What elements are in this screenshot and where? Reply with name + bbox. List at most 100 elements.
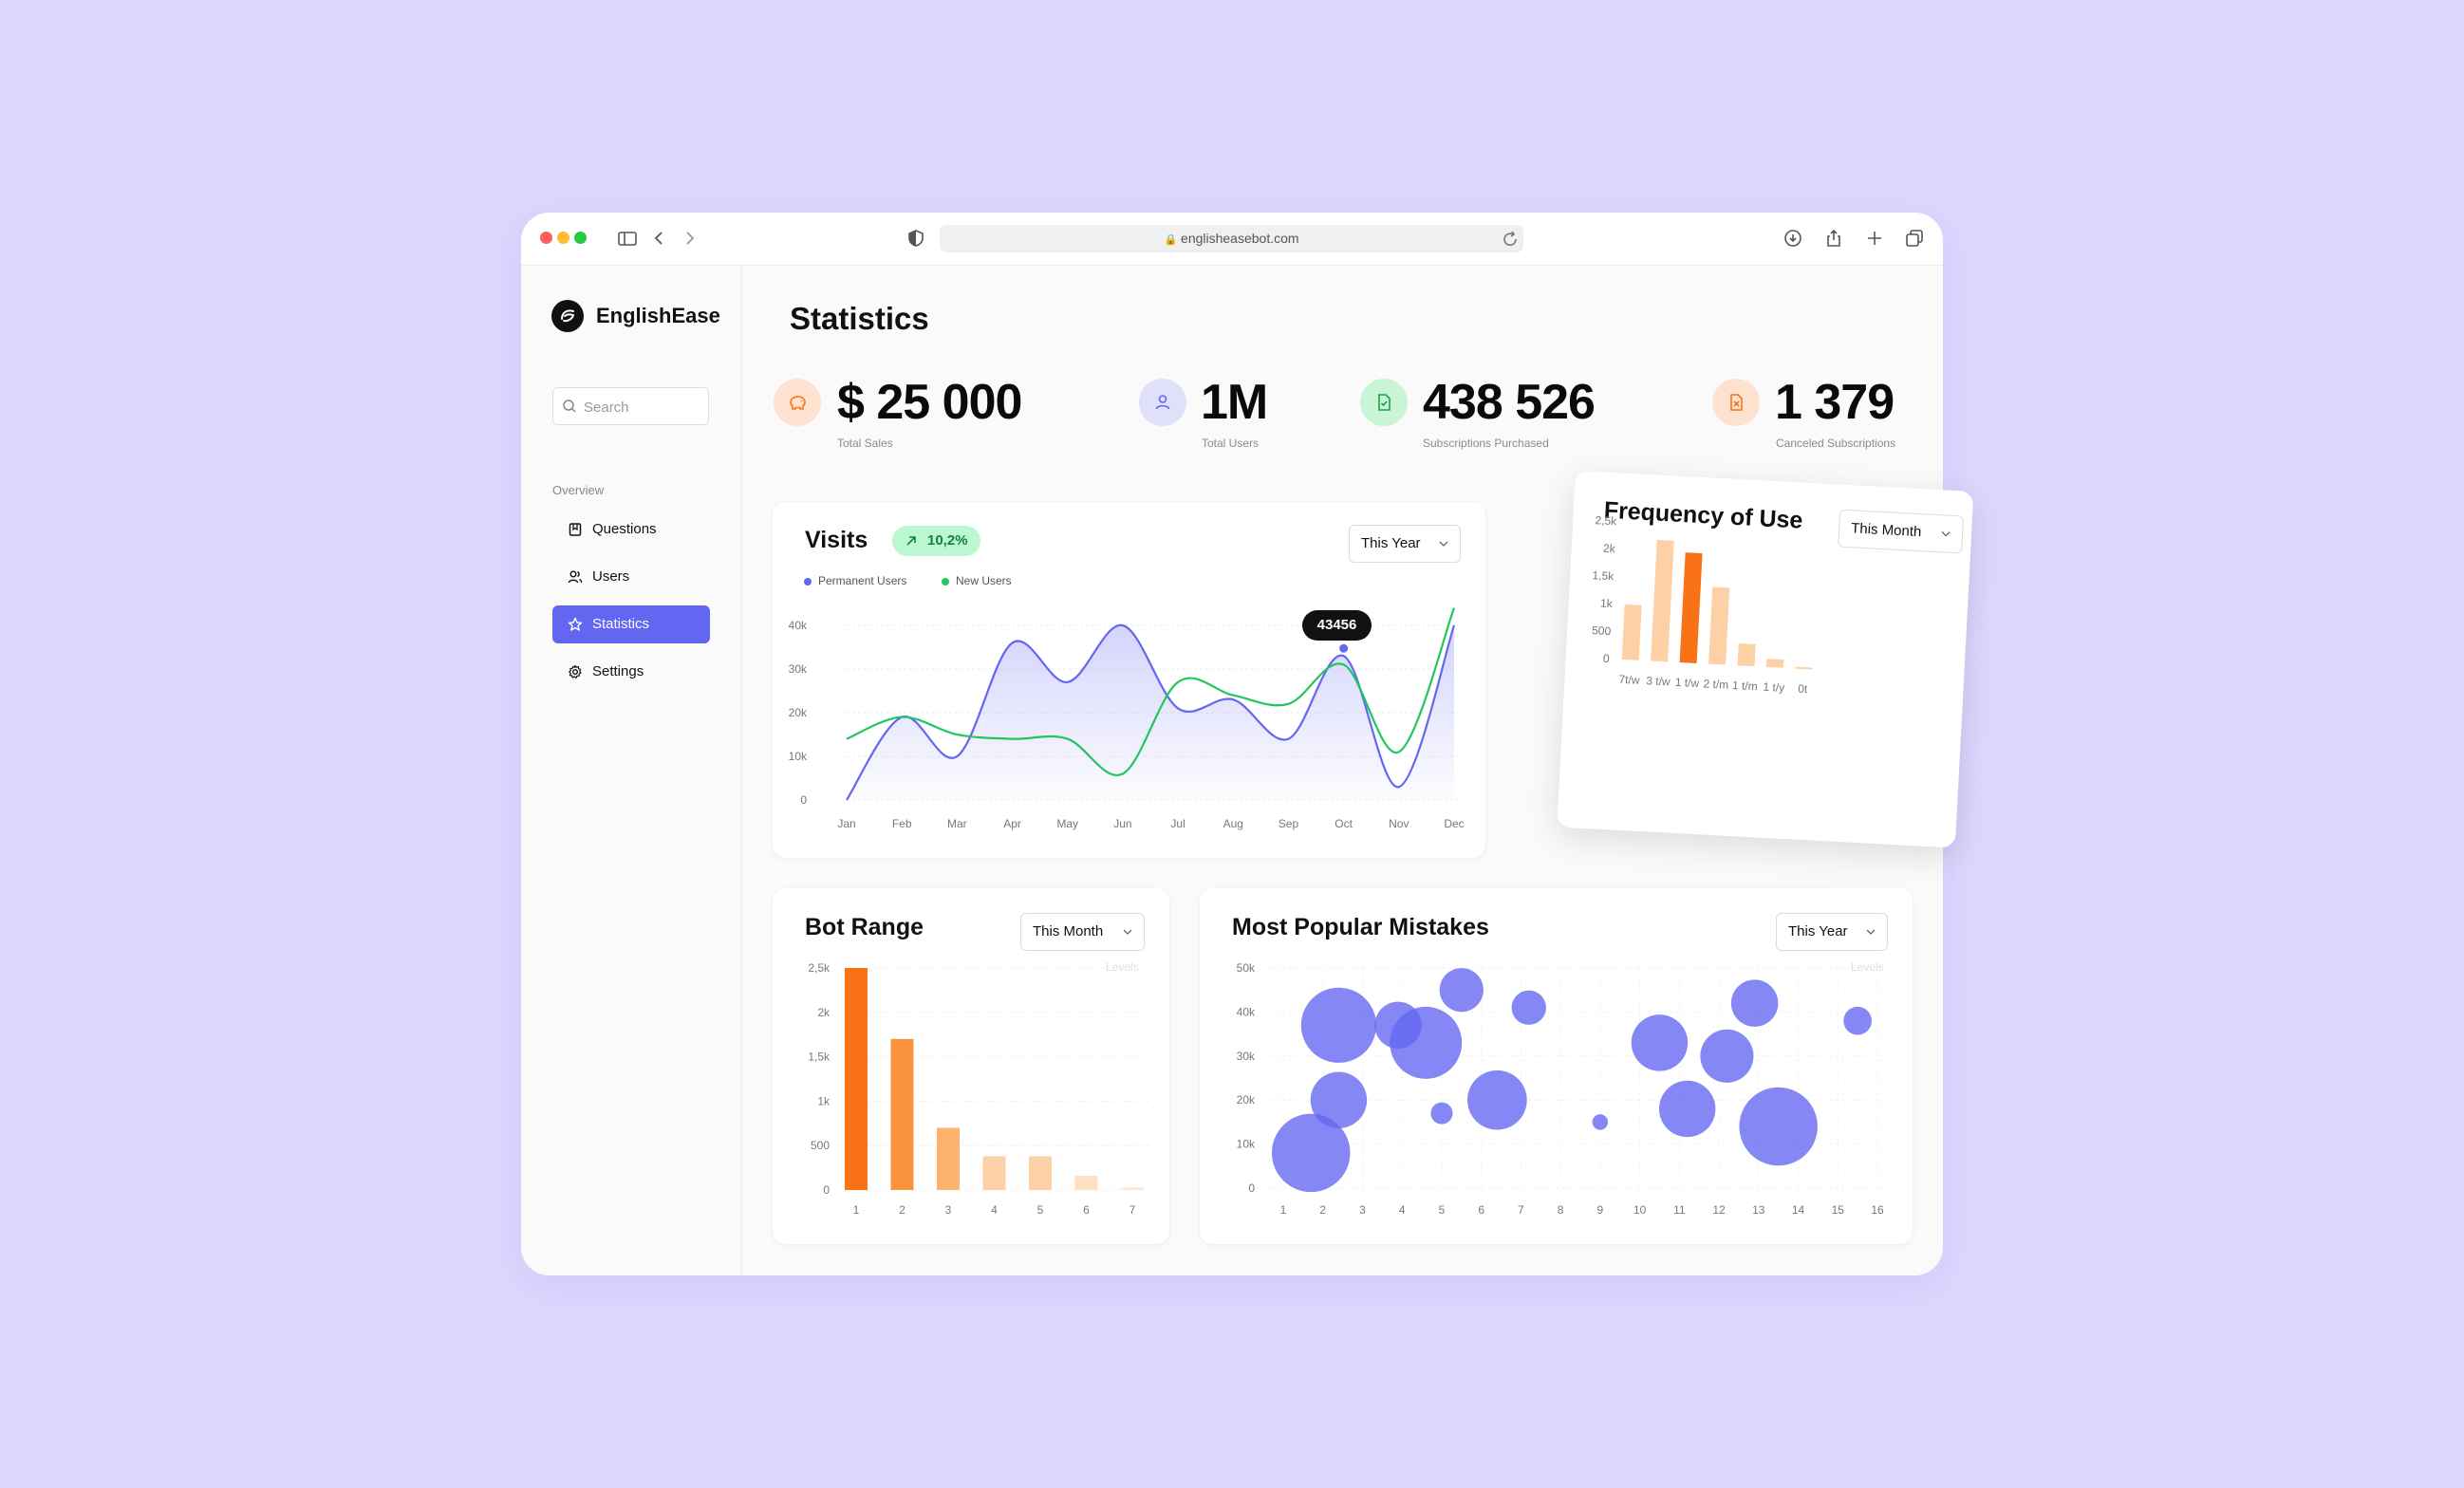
sidebar-item-label: Statistics — [592, 616, 650, 632]
sidebar-toggle-icon[interactable] — [616, 227, 639, 250]
legend-new-users: New Users — [942, 574, 1012, 587]
x-tick-label: 4 — [991, 1203, 998, 1217]
x-tick-label: 2 — [899, 1203, 905, 1217]
y-tick-label: 50k — [1237, 961, 1256, 975]
y-tick-label: 2,5k — [1595, 513, 1617, 528]
bar — [1795, 666, 1813, 670]
download-icon[interactable] — [1782, 227, 1804, 250]
x-tick-label: 12 — [1712, 1203, 1726, 1217]
growth-badge: 10,2% — [892, 526, 980, 556]
card-title: Visits — [805, 527, 868, 553]
chevron-down-icon — [1123, 929, 1132, 935]
kpi-label: Canceled Subscriptions — [1776, 437, 1896, 450]
kpi-value: 1M — [1201, 375, 1268, 430]
bubble — [1730, 979, 1779, 1027]
kpi-value: 438 526 — [1423, 375, 1596, 430]
bubble — [1658, 1080, 1716, 1138]
period-dropdown[interactable]: This Year — [1776, 913, 1888, 951]
y-tick-label: 1,5k — [808, 1051, 831, 1064]
sidebar-item-label: Questions — [592, 521, 657, 537]
card-title: Most Popular Mistakes — [1232, 914, 1489, 940]
legend-swatch — [942, 577, 949, 586]
bubble — [1631, 1014, 1689, 1071]
permanent-users-area — [847, 624, 1454, 800]
x-tick-label: 11 — [1673, 1203, 1686, 1217]
frequency-chart: 0 500 1k 1,5k 2k 2,5k 7t/w 3 t/w 1 t/w 2 t/m 1 t/m… — [1592, 513, 1813, 696]
x-tick-label: Feb — [892, 817, 912, 830]
maximize-window-button[interactable] — [574, 232, 587, 244]
main-content: Statistics $ 25 000 Total Sales 1M Total… — [742, 266, 1943, 1275]
x-tick-label: 10 — [1633, 1203, 1647, 1217]
visits-chart: 0 10k 20k 30k 40k Jan Feb Mar Apr May Jun Jul Aug Sep… — [789, 607, 1465, 830]
x-tick-label: 1 t/y — [1763, 680, 1784, 695]
x-tick-label: 7t/w — [1618, 673, 1640, 687]
x-tick-label: 15 — [1832, 1203, 1845, 1217]
bubble — [1700, 1029, 1754, 1083]
x-tick-label: 5 — [1037, 1203, 1044, 1217]
y-tick-label: 0 — [800, 793, 807, 807]
sidebar-item-statistics[interactable]: Statistics — [552, 605, 710, 643]
address-bar[interactable]: 🔒 englisheasebot.com — [940, 225, 1523, 252]
period-dropdown[interactable]: This Year — [1349, 525, 1461, 563]
x-tick-label: 3 t/w — [1646, 674, 1671, 688]
x-tick-label: 6 — [1478, 1203, 1484, 1217]
share-icon[interactable] — [1822, 227, 1845, 250]
chart-tooltip: 43456 — [1302, 610, 1372, 641]
page-title: Statistics — [790, 301, 929, 336]
user-icon — [1155, 395, 1170, 410]
bar — [1621, 604, 1642, 660]
new-users-line — [846, 607, 1456, 777]
x-tick-label: Jan — [837, 817, 855, 830]
bar — [1765, 659, 1784, 668]
logo-icon — [551, 300, 584, 332]
y-tick-label: 10k — [789, 750, 808, 763]
x-tick-label: May — [1056, 817, 1078, 830]
sidebar-item-settings[interactable]: Settings — [552, 653, 710, 691]
bar — [1651, 539, 1674, 662]
sidebar-item-users[interactable]: Users — [552, 558, 710, 596]
sidebar-item-label: Settings — [592, 663, 644, 679]
x-tick-label: 1 t/m — [1732, 679, 1758, 693]
forward-icon[interactable] — [679, 227, 701, 250]
gear-icon — [569, 664, 582, 679]
y-tick-label: 20k — [789, 706, 808, 719]
bar — [1708, 586, 1730, 665]
sidebar-item-label: Users — [592, 568, 630, 585]
y-tick-label: 40k — [1237, 1005, 1256, 1018]
search-icon — [563, 400, 576, 413]
x-tick-label: 1 — [853, 1203, 860, 1217]
x-tick-label: 5 — [1439, 1203, 1446, 1217]
kpi-value: $ 25 000 — [837, 375, 1022, 430]
chevron-down-icon — [1439, 541, 1448, 547]
reload-icon[interactable] — [1499, 228, 1521, 251]
highlight-point — [1339, 643, 1349, 653]
y-tick-label: 500 — [1592, 623, 1612, 638]
mistakes-card: Most Popular Mistakes This Year Levels 0… — [1200, 888, 1913, 1244]
legend-label: New Users — [956, 574, 1012, 587]
search-box[interactable] — [552, 387, 709, 425]
y-tick-label: 2,5k — [808, 961, 831, 975]
x-tick-label: Mar — [947, 817, 967, 830]
tabs-overview-icon[interactable] — [1903, 227, 1926, 250]
bubble — [1739, 1087, 1818, 1166]
bar — [1737, 643, 1756, 667]
period-dropdown[interactable]: This Month — [1020, 913, 1145, 951]
x-tick-label: 16 — [1871, 1203, 1884, 1217]
visits-card: Visits 10,2% This Year Permanent Users N… — [773, 502, 1485, 858]
frequency-card: Frequency of Use This Month 0 500 1k 1,5k 2k… — [1557, 471, 1974, 848]
minimize-window-button[interactable] — [557, 232, 569, 244]
x-tick-label: 3 — [1359, 1203, 1366, 1217]
arrow-up-right-icon — [906, 536, 916, 546]
x-tick-label: Nov — [1389, 817, 1409, 830]
sidebar-item-questions[interactable]: Questions — [552, 511, 710, 549]
close-window-button[interactable] — [540, 232, 552, 244]
search-input[interactable] — [582, 396, 704, 418]
bubble — [1310, 1071, 1368, 1128]
back-icon[interactable] — [647, 227, 670, 250]
shield-icon[interactable] — [905, 227, 927, 250]
bubble — [1300, 987, 1377, 1063]
period-dropdown[interactable]: This Month — [1838, 509, 1965, 554]
bar — [1029, 1156, 1052, 1190]
chevron-down-icon — [1941, 530, 1951, 537]
new-tab-icon[interactable] — [1863, 227, 1886, 250]
